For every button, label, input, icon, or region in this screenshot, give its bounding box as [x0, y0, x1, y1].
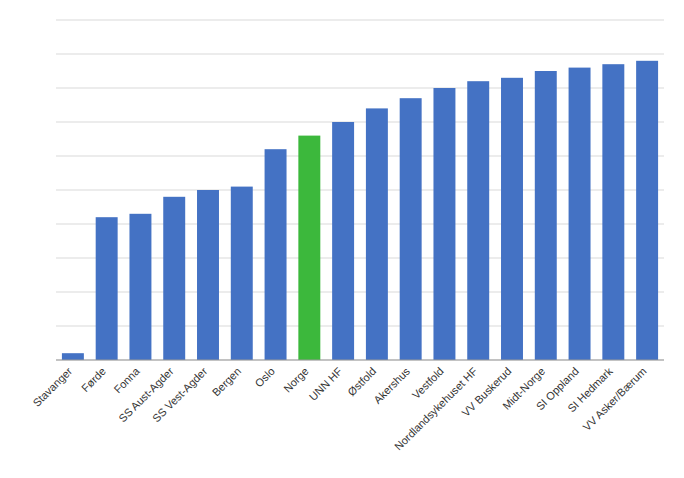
- x-tick-label: Akershus: [371, 365, 412, 406]
- x-tick-label: Norge: [281, 365, 311, 395]
- bars: [62, 61, 658, 360]
- bar: [366, 108, 388, 360]
- chart: StavangerFørdeFonnaSS Aust-AgderSS Vest-…: [0, 0, 684, 478]
- x-tick-label: Oslo: [252, 365, 276, 389]
- x-tick-label: Førde: [79, 365, 108, 394]
- bar: [231, 187, 253, 360]
- x-tick-label: VV Buskerud: [460, 365, 514, 419]
- x-axis: StavangerFørdeFonnaSS Aust-AgderSS Vest-…: [30, 360, 664, 453]
- x-tick-label: Fonna: [111, 364, 142, 395]
- bar: [298, 136, 320, 360]
- bar: [400, 98, 422, 360]
- x-tick-label: VV Asker/Bærum: [580, 365, 648, 433]
- x-tick-label: Stavanger: [30, 365, 74, 409]
- x-tick-label: SS Vest-Agder: [150, 365, 210, 425]
- bar: [265, 149, 287, 360]
- page: {"chart_data": {"type": "bar", "categori…: [0, 0, 684, 478]
- bar: [433, 88, 455, 360]
- x-tick-label: UNN HF: [307, 365, 345, 403]
- bar: [96, 217, 118, 360]
- grid-line: [56, 360, 664, 361]
- grid-line: [56, 20, 664, 21]
- bar: [535, 71, 557, 360]
- grid: [56, 20, 664, 360]
- bar: [636, 61, 658, 360]
- bar: [467, 81, 489, 360]
- bar: [501, 78, 523, 360]
- grid-line: [56, 54, 664, 55]
- bar: [62, 353, 84, 360]
- bar: [602, 64, 624, 360]
- bar: [332, 122, 354, 360]
- bar: [163, 197, 185, 360]
- bar: [197, 190, 219, 360]
- x-axis-line: [56, 360, 664, 361]
- bar: [569, 68, 591, 360]
- bar: [129, 214, 151, 360]
- x-tick-label: Østfold: [345, 365, 378, 398]
- x-tick-label: Bergen: [210, 365, 244, 399]
- chart-container: StavangerFørdeFonnaSS Aust-AgderSS Vest-…: [0, 0, 684, 478]
